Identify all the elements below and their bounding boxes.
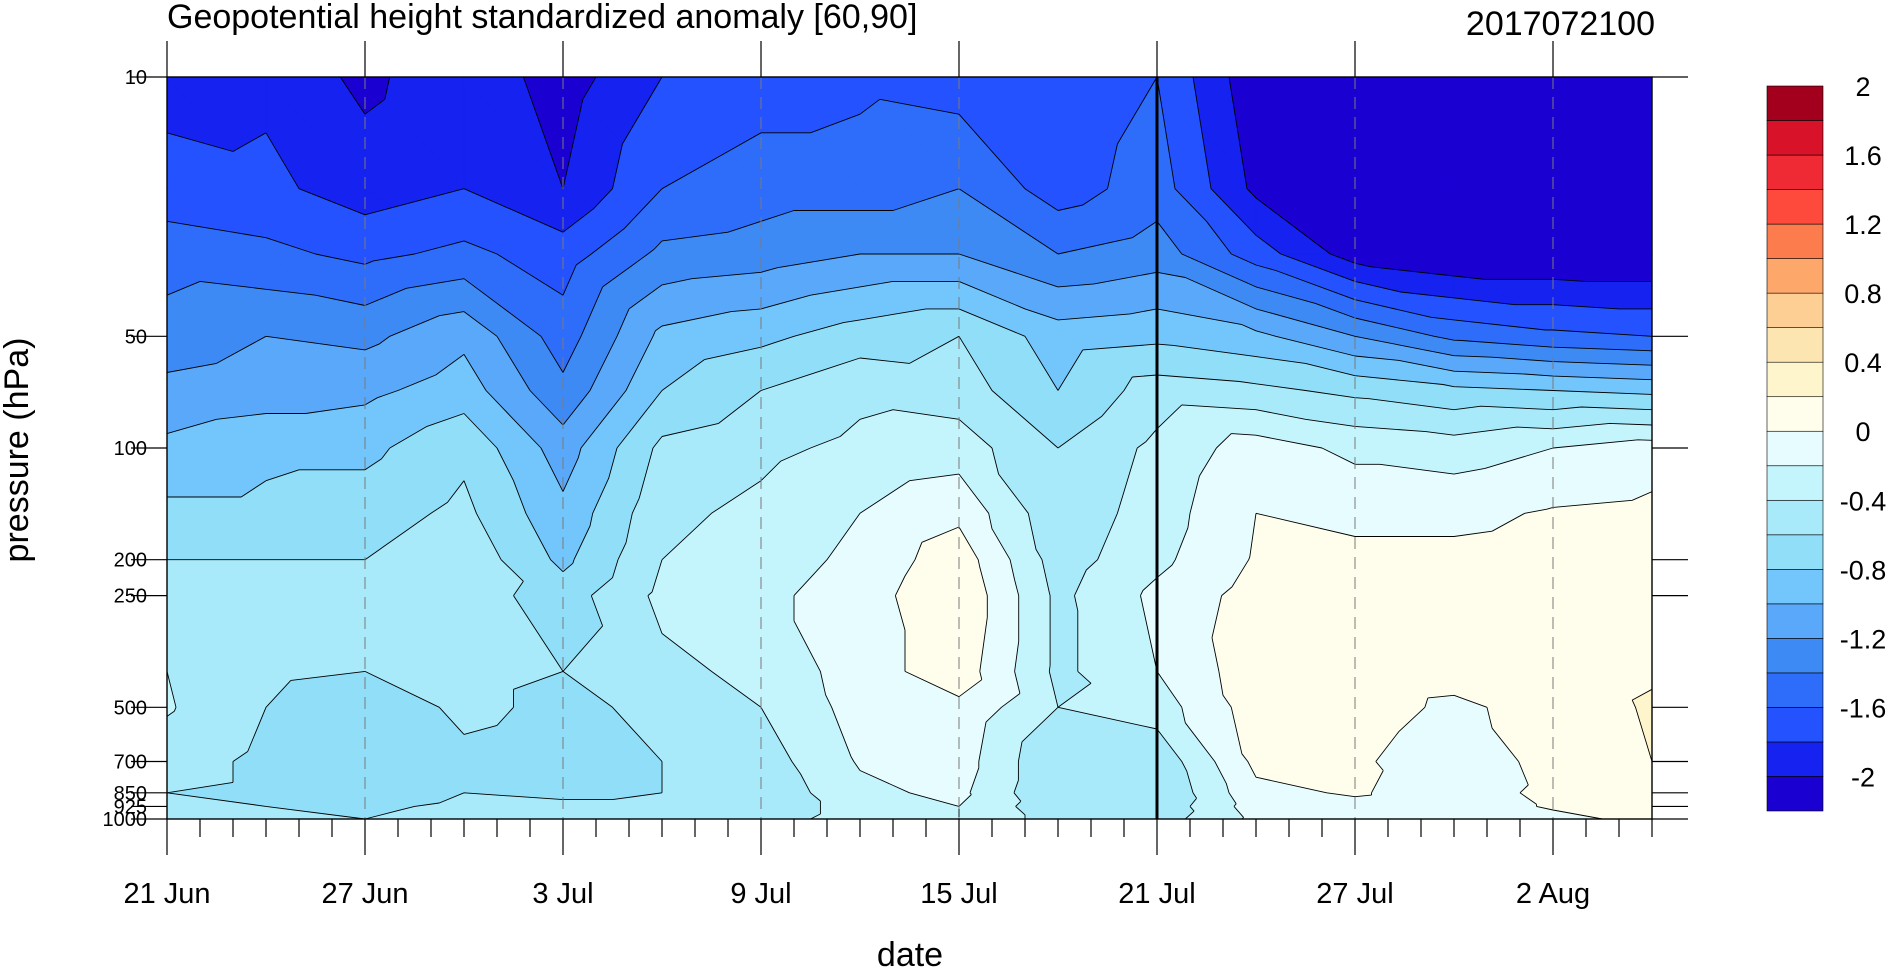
colorbar-box [1766, 189, 1824, 225]
colorbar-label: -0.8 [1840, 555, 1887, 585]
y-tick-label: 10 [125, 67, 147, 89]
forecast-date-label: 2017072100 [1466, 5, 1655, 43]
colorbar-label: 1.2 [1844, 210, 1882, 240]
contour-line [166, 280, 1653, 492]
colorbar-box [1766, 638, 1824, 674]
x-tick-label: 2 Aug [1516, 878, 1590, 910]
colorbar-box [1766, 120, 1824, 156]
contour-line [894, 491, 1653, 820]
colorbar: 2 1.6 1.2 0.8 0.4 0 -0.4 -0.8 -1.2 -1.6 -2 [1766, 72, 1887, 812]
colorbar-label: -1.6 [1840, 693, 1887, 723]
x-tick-label: 3 Jul [532, 878, 593, 910]
colorbar-box [1766, 430, 1824, 467]
colorbar-box [1766, 465, 1824, 501]
colorbar-box [1766, 396, 1824, 432]
x-tick-label: 9 Jul [730, 878, 791, 910]
y-tick-label: 700 [114, 752, 147, 774]
y-tick-label: 100 [114, 438, 147, 460]
x-axis-label: date [877, 936, 943, 969]
chart-title: Geopotential height standardized anomaly… [167, 0, 917, 36]
colorbar-box [1766, 707, 1824, 743]
colorbar-box [1766, 154, 1824, 190]
x-tick-label: 21 Jul [1118, 878, 1195, 910]
x-axis: 21 Jun 27 Jun 3 Jul 9 Jul 15 Jul 21 Jul 27 Jul… [123, 41, 1653, 910]
contour-fill [165, 75, 1654, 820]
y-tick-label: 250 [114, 586, 147, 608]
y-tick-label: 50 [125, 326, 147, 348]
colorbar-box [1766, 534, 1824, 570]
colorbar-box [1766, 223, 1824, 259]
colorbar-box [1766, 258, 1824, 294]
contour-line [166, 404, 1653, 820]
contour-line [339, 76, 1652, 282]
contour-line [166, 253, 1653, 426]
contour-line [167, 308, 1653, 573]
y-tick-label: 500 [114, 697, 147, 719]
colorbar-label: -1.2 [1840, 624, 1887, 654]
colorbar-box [1766, 499, 1824, 536]
colorbar-box [1766, 85, 1824, 121]
contour-line [166, 76, 1652, 310]
x-tick-label: 21 Jun [123, 878, 210, 910]
y-tick-label: 850 [114, 783, 147, 805]
colorbar-box [1766, 292, 1824, 328]
colorbar-box [1766, 672, 1824, 708]
y-tick-label: 1000 [103, 809, 148, 831]
contour-line [166, 76, 1653, 337]
y-tick-label: 925 [114, 796, 147, 818]
colorbar-label: 1.6 [1844, 141, 1882, 171]
contour-lines [166, 76, 1653, 820]
colorbar-label: -2 [1851, 762, 1875, 792]
colorbar-box [1766, 361, 1824, 398]
colorbar-box [1766, 569, 1824, 605]
plot-area [165, 75, 1654, 820]
x-tick-label: 27 Jun [321, 878, 408, 910]
colorbar-box [1766, 776, 1824, 812]
colorbar-box [1766, 741, 1824, 777]
y-tick-label: 200 [114, 550, 147, 572]
colorbar-box [1766, 603, 1824, 639]
colorbar-label: 0.8 [1844, 279, 1882, 309]
x-tick-label: 15 Jul [920, 878, 997, 910]
colorbar-label: 2 [1855, 72, 1870, 102]
colorbar-label: -0.4 [1840, 486, 1887, 516]
colorbar-label: 0 [1855, 417, 1870, 447]
colorbar-box [1766, 327, 1824, 363]
colorbar-label: 0.4 [1844, 348, 1882, 378]
y-axis-label: pressure (hPa) [0, 338, 36, 563]
x-tick-label: 27 Jul [1316, 878, 1393, 910]
contour-line [1631, 688, 1653, 762]
